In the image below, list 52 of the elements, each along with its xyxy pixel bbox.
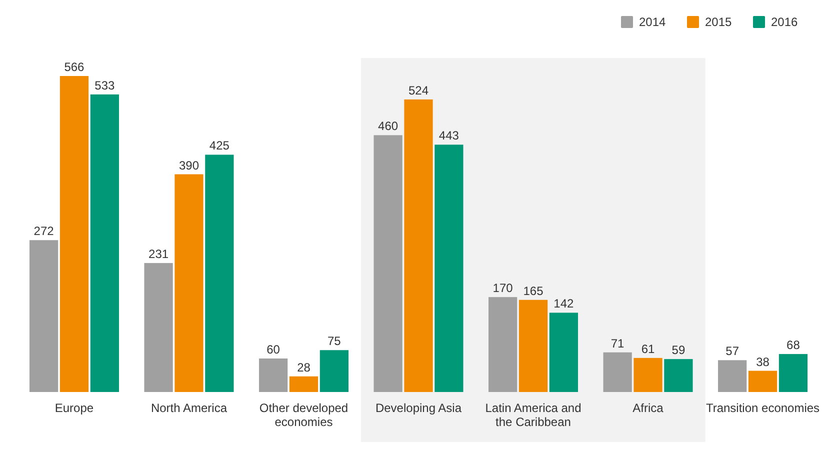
data-label: 71 (610, 336, 625, 350)
data-label: 460 (378, 119, 398, 134)
legend-label: 2014 (639, 15, 666, 29)
bar (718, 360, 747, 392)
data-label: 170 (492, 281, 514, 296)
x-tick-label: Developing Asia (375, 401, 462, 415)
x-tick-label: Other developed economies (259, 401, 348, 429)
x-tick-label: Europe (54, 401, 94, 415)
x-tick-label: North America (150, 401, 228, 415)
bar (549, 312, 578, 392)
bar (488, 297, 518, 392)
data-label: 231 (148, 247, 169, 262)
data-label: 566 (64, 60, 85, 74)
bar (205, 154, 234, 392)
bar (518, 300, 548, 392)
bar (404, 99, 433, 392)
data-label: 61 (641, 342, 656, 356)
bar (320, 350, 348, 392)
bar (374, 135, 402, 392)
bar (144, 263, 173, 392)
bar (748, 370, 778, 392)
data-label: 75 (328, 334, 342, 348)
bar (434, 144, 464, 392)
data-label: 533 (94, 78, 116, 92)
bar (60, 76, 89, 392)
bar (778, 354, 808, 392)
bar (289, 376, 318, 392)
data-label: 272 (34, 224, 54, 238)
x-tick-label: Africa (632, 401, 664, 415)
bar (258, 358, 288, 392)
data-label: 425 (209, 138, 230, 153)
x-tick-label: Latin America and the Caribbean (485, 401, 582, 429)
data-label: 28 (297, 360, 311, 374)
legend-label: 2016 (771, 15, 798, 29)
data-label: 390 (178, 158, 200, 172)
bar (174, 174, 204, 392)
bar (29, 240, 58, 392)
data-label: 524 (408, 83, 429, 98)
data-label: 38 (756, 354, 770, 369)
data-label: 443 (438, 128, 460, 143)
bar (90, 94, 119, 392)
bar (664, 359, 693, 392)
legend-label: 2015 (705, 15, 732, 29)
bar (603, 352, 632, 392)
data-label: 60 (266, 342, 280, 356)
data-label: 57 (726, 344, 740, 358)
data-label: 142 (554, 296, 574, 311)
data-label: 165 (523, 284, 544, 298)
bar (634, 358, 662, 392)
data-label: 59 (672, 343, 686, 358)
data-label: 68 (786, 338, 800, 352)
x-tick-label: Transition economies (706, 401, 820, 415)
